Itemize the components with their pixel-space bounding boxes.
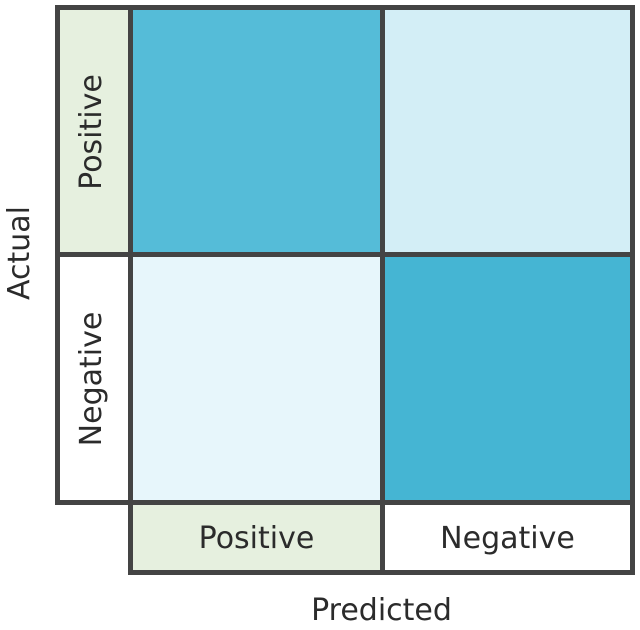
col-label-positive: Positive [198, 521, 315, 556]
y-axis-title: Actual [2, 206, 37, 300]
row-label-positive: Positive [74, 74, 109, 190]
col-label-negative-cell: Negative [380, 500, 635, 575]
x-axis-title: Predicted [311, 593, 452, 628]
cell-actual-negative-predicted-positive [128, 252, 385, 505]
row-label-positive-cell: Positive [55, 5, 133, 257]
cell-actual-positive-predicted-negative [380, 5, 635, 257]
cell-actual-negative-predicted-negative [380, 252, 635, 505]
col-label-positive-cell: Positive [128, 500, 385, 575]
row-label-negative-cell: Negative [55, 252, 133, 505]
row-label-negative: Negative [74, 311, 109, 447]
col-label-negative: Negative [440, 521, 575, 556]
cell-actual-positive-predicted-positive [128, 5, 385, 257]
